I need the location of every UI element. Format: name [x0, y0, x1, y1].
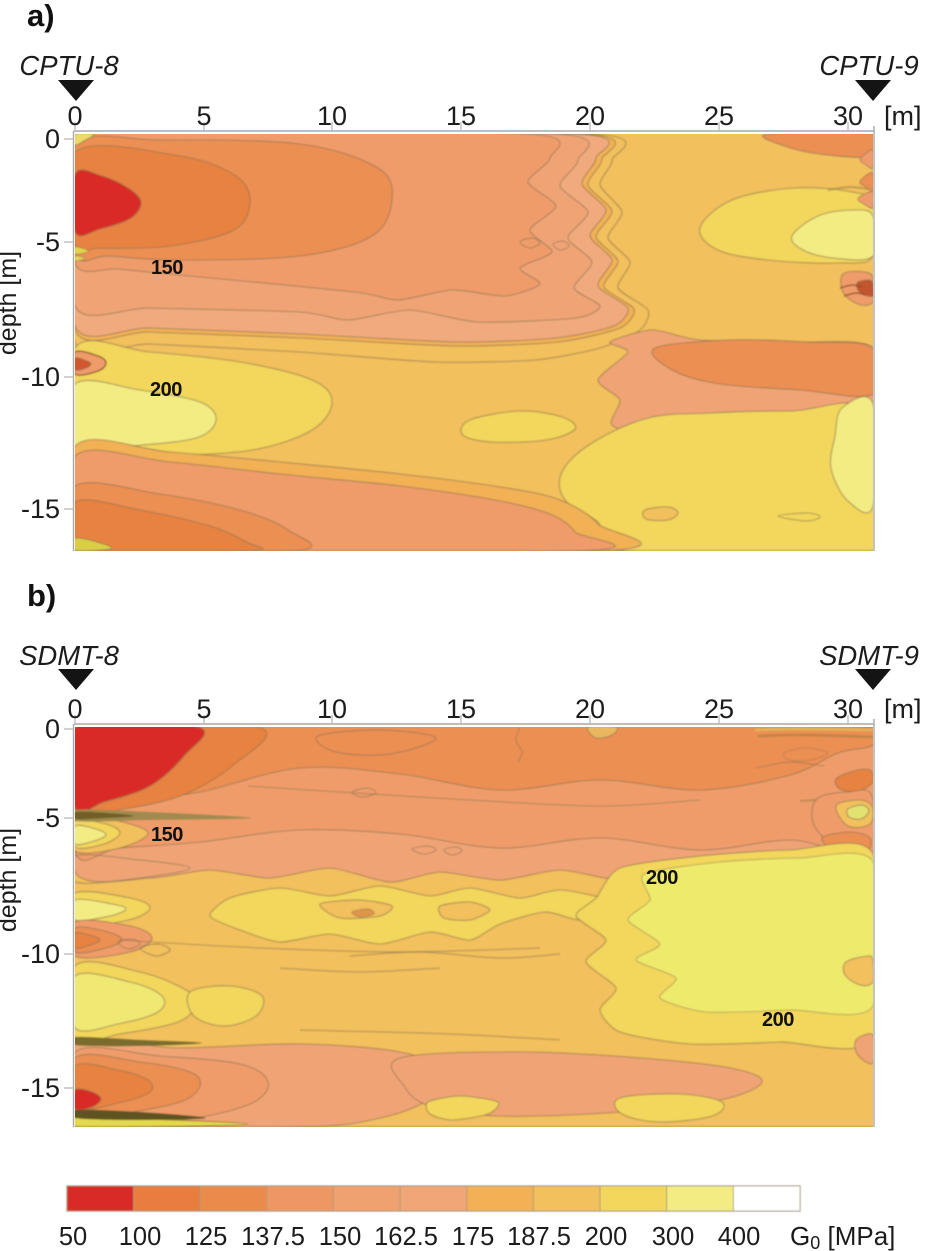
svg-text:400: 400: [718, 1223, 761, 1251]
svg-text:G0 [MPa]: G0 [MPa]: [790, 1221, 895, 1251]
svg-text:5: 5: [196, 101, 211, 131]
svg-text:depth [m]: depth [m]: [0, 828, 22, 932]
svg-text:-10: -10: [21, 939, 60, 969]
svg-text:200: 200: [150, 379, 182, 401]
svg-text:0: 0: [45, 714, 60, 744]
svg-text:162.5: 162.5: [374, 1223, 438, 1251]
svg-text:300: 300: [652, 1223, 695, 1251]
svg-text:5: 5: [196, 694, 211, 724]
svg-text:-5: -5: [36, 803, 60, 833]
svg-text:depth [m]: depth [m]: [0, 251, 22, 355]
svg-text:200: 200: [646, 867, 678, 889]
svg-text:-5: -5: [36, 227, 60, 257]
svg-text:20: 20: [575, 694, 605, 724]
svg-text:CPTU-8: CPTU-8: [19, 50, 119, 81]
svg-text:200: 200: [585, 1223, 628, 1251]
svg-text:25: 25: [704, 101, 734, 131]
svg-text:150: 150: [319, 1223, 362, 1251]
svg-text:200: 200: [762, 1009, 794, 1031]
svg-text:-15: -15: [21, 494, 60, 524]
svg-text:a): a): [27, 0, 55, 33]
svg-text:0: 0: [45, 124, 60, 154]
svg-text:150: 150: [151, 257, 183, 279]
svg-text:150: 150: [151, 824, 183, 846]
svg-text:137.5: 137.5: [241, 1223, 305, 1251]
svg-text:15: 15: [446, 694, 476, 724]
svg-text:50: 50: [59, 1223, 87, 1251]
svg-text:187.5: 187.5: [507, 1223, 571, 1251]
svg-text:SDMT-9: SDMT-9: [819, 640, 919, 671]
svg-text:30: 30: [833, 694, 863, 724]
svg-text:175: 175: [452, 1223, 495, 1251]
svg-text:b): b): [27, 578, 56, 613]
svg-text:30: 30: [833, 101, 863, 131]
svg-text:25: 25: [704, 694, 734, 724]
svg-text:[m]: [m]: [884, 101, 922, 131]
svg-text:125: 125: [185, 1223, 228, 1251]
svg-text:15: 15: [446, 101, 476, 131]
svg-text:-15: -15: [21, 1073, 60, 1103]
svg-text:[m]: [m]: [884, 694, 922, 724]
svg-text:CPTU-9: CPTU-9: [819, 50, 918, 81]
svg-text:0: 0: [67, 694, 82, 724]
svg-text:20: 20: [575, 101, 605, 131]
svg-text:10: 10: [317, 101, 347, 131]
svg-text:100: 100: [119, 1223, 162, 1251]
svg-text:SDMT-8: SDMT-8: [19, 640, 120, 671]
svg-text:-10: -10: [21, 362, 60, 392]
svg-text:10: 10: [317, 694, 347, 724]
svg-text:0: 0: [67, 101, 82, 131]
